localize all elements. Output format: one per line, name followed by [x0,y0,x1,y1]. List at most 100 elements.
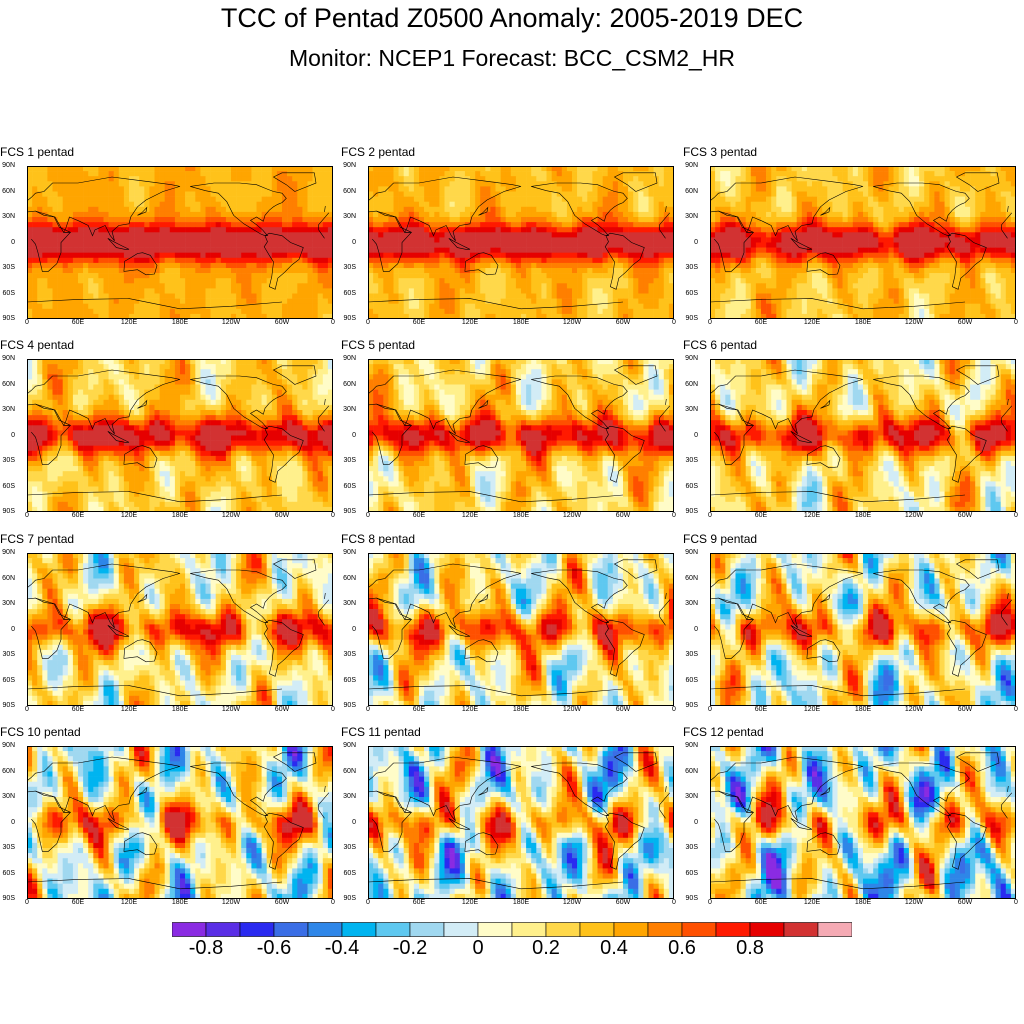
tcc-cell [531,227,537,233]
tcc-cell [745,206,752,213]
tcc-cell [868,237,874,243]
tcc-cell [149,288,155,294]
tcc-cell [261,283,267,289]
tcc-cell [444,247,450,253]
tcc-cell [424,288,430,294]
tcc-cell [954,181,961,187]
tcc-cell [261,227,267,233]
tcc-cell [510,171,517,177]
tcc-cell [134,313,140,319]
tcc-cell [205,186,211,192]
tcc-cell [287,191,293,197]
tcc-cell [531,171,537,177]
tcc-cell [617,293,624,299]
tcc-cell [164,237,171,243]
tcc-cell [786,257,792,264]
tcc-cell [118,237,125,243]
tcc-cell [47,283,53,289]
tcc-cell [256,242,262,248]
tcc-cell [220,171,227,177]
tcc-cell [373,206,379,213]
tcc-cell [215,171,222,177]
tcc-cell [990,176,996,182]
tcc-cell [720,262,726,269]
tcc-cell [134,181,140,187]
tcc-cell [842,181,848,187]
tcc-cell [556,171,563,177]
tcc-cell [129,206,135,213]
tcc-cell [648,262,654,269]
tcc-cell [822,247,828,253]
tcc-cell [577,166,583,172]
tcc-cell [205,166,211,172]
tcc-cell [954,206,961,213]
tcc-cell [868,217,874,223]
coastline [272,172,317,192]
tcc-cell [164,217,171,223]
tcc-cell [108,288,114,294]
tcc-cell [413,237,420,243]
tcc-cell [883,201,889,208]
tcc-cell [612,171,619,177]
tcc-cell [663,191,670,197]
tcc-cell [607,257,614,264]
tcc-cell [439,273,445,279]
tcc-cell [761,242,767,248]
tcc-cell [730,247,736,253]
tcc-cell [159,196,165,202]
tcc-cell [592,206,598,213]
tcc-cell [185,227,191,233]
tcc-cell [205,196,211,202]
tcc-cell [653,262,659,269]
tcc-cell [307,217,313,223]
tcc-cell [398,303,404,310]
tcc-cell [597,237,603,243]
tcc-cell [195,283,201,289]
tcc-cell [190,303,196,310]
tcc-cell [174,227,181,233]
tcc-cell [623,278,629,284]
tcc-cell [282,268,288,274]
tcc-cell [796,217,803,223]
tcc-cell [205,257,211,264]
tcc-cell [439,288,445,294]
tcc-cell [521,181,527,187]
tcc-cell [139,211,145,218]
tcc-cell [592,257,598,264]
tcc-cell [195,257,201,264]
tcc-cell [47,196,53,202]
tcc-cell [898,252,905,259]
tcc-cell [908,257,915,264]
tcc-cell [195,227,201,233]
tcc-cell [939,252,945,259]
tcc-cell [939,262,945,269]
tcc-cell [419,176,425,182]
tcc-cell [710,191,716,197]
tcc-cell [638,303,644,310]
tcc-cell [459,268,466,274]
tcc-cell [903,176,910,182]
tcc-cell [577,308,583,315]
tcc-cell [174,268,181,274]
tcc-cell [623,273,629,279]
tcc-cell [393,288,399,294]
tcc-cell [27,308,33,315]
tcc-cell [898,257,905,264]
tcc-cell [510,186,517,192]
tcc-cell [327,298,333,304]
tcc-cell [526,242,532,248]
tcc-cell [129,222,135,228]
tcc-cell [287,232,293,238]
tcc-cell [776,166,782,172]
tcc-cell [195,252,201,259]
tcc-cell [750,217,757,223]
tcc-cell [888,171,894,177]
tcc-cell [668,252,674,259]
tcc-cell [521,232,527,238]
tcc-cell [572,201,578,208]
tcc-cell [393,247,399,253]
tcc-cell [612,252,619,259]
tcc-cell [134,206,140,213]
tcc-cell [413,262,420,269]
tcc-cell [536,308,542,315]
